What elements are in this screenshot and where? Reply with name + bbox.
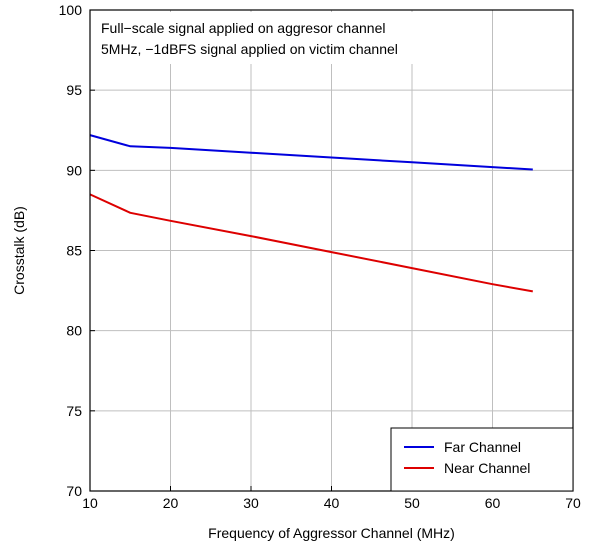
- series-group: [89, 134, 533, 293]
- series-line-far-channel: [89, 134, 533, 171]
- grid: [90, 10, 573, 491]
- x-tick-label-30: 30: [243, 495, 259, 511]
- y-axis-label: Crosstalk (dB): [11, 206, 27, 295]
- x-tick-label-10: 10: [82, 495, 98, 511]
- y-tick-label-80: 80: [66, 323, 82, 339]
- annotation-line-2: 5MHz, −1dBFS signal applied on victim ch…: [101, 41, 398, 57]
- annotation-background: [92, 12, 492, 64]
- y-tick-label-75: 75: [66, 403, 82, 419]
- x-axis-label: Frequency of Aggressor Channel (MHz): [208, 525, 455, 541]
- y-tick-label-70: 70: [66, 483, 82, 499]
- x-tick-label-50: 50: [404, 495, 420, 511]
- annotation-box: Full−scale signal applied on aggresor ch…: [92, 12, 492, 64]
- y-tick-label-100: 100: [59, 2, 83, 18]
- y-tick-label-90: 90: [66, 162, 82, 178]
- legend-label-far-channel: Far Channel: [444, 439, 521, 455]
- x-tick-label-20: 20: [163, 495, 179, 511]
- legend-box: [390, 427, 574, 492]
- annotation-line-1: Full−scale signal applied on aggresor ch…: [101, 20, 385, 36]
- x-tick-label-40: 40: [324, 495, 340, 511]
- x-tick-label-60: 60: [485, 495, 501, 511]
- legend: Far Channel Near Channel: [390, 427, 574, 492]
- y-tick-label-95: 95: [66, 82, 82, 98]
- x-tick-label-70: 70: [565, 495, 581, 511]
- legend-label-near-channel: Near Channel: [444, 460, 530, 476]
- y-tick-label-85: 85: [66, 243, 82, 259]
- series-line-near-channel: [89, 193, 533, 293]
- y-axis: 70 75 80 85 90 95 100: [59, 2, 95, 499]
